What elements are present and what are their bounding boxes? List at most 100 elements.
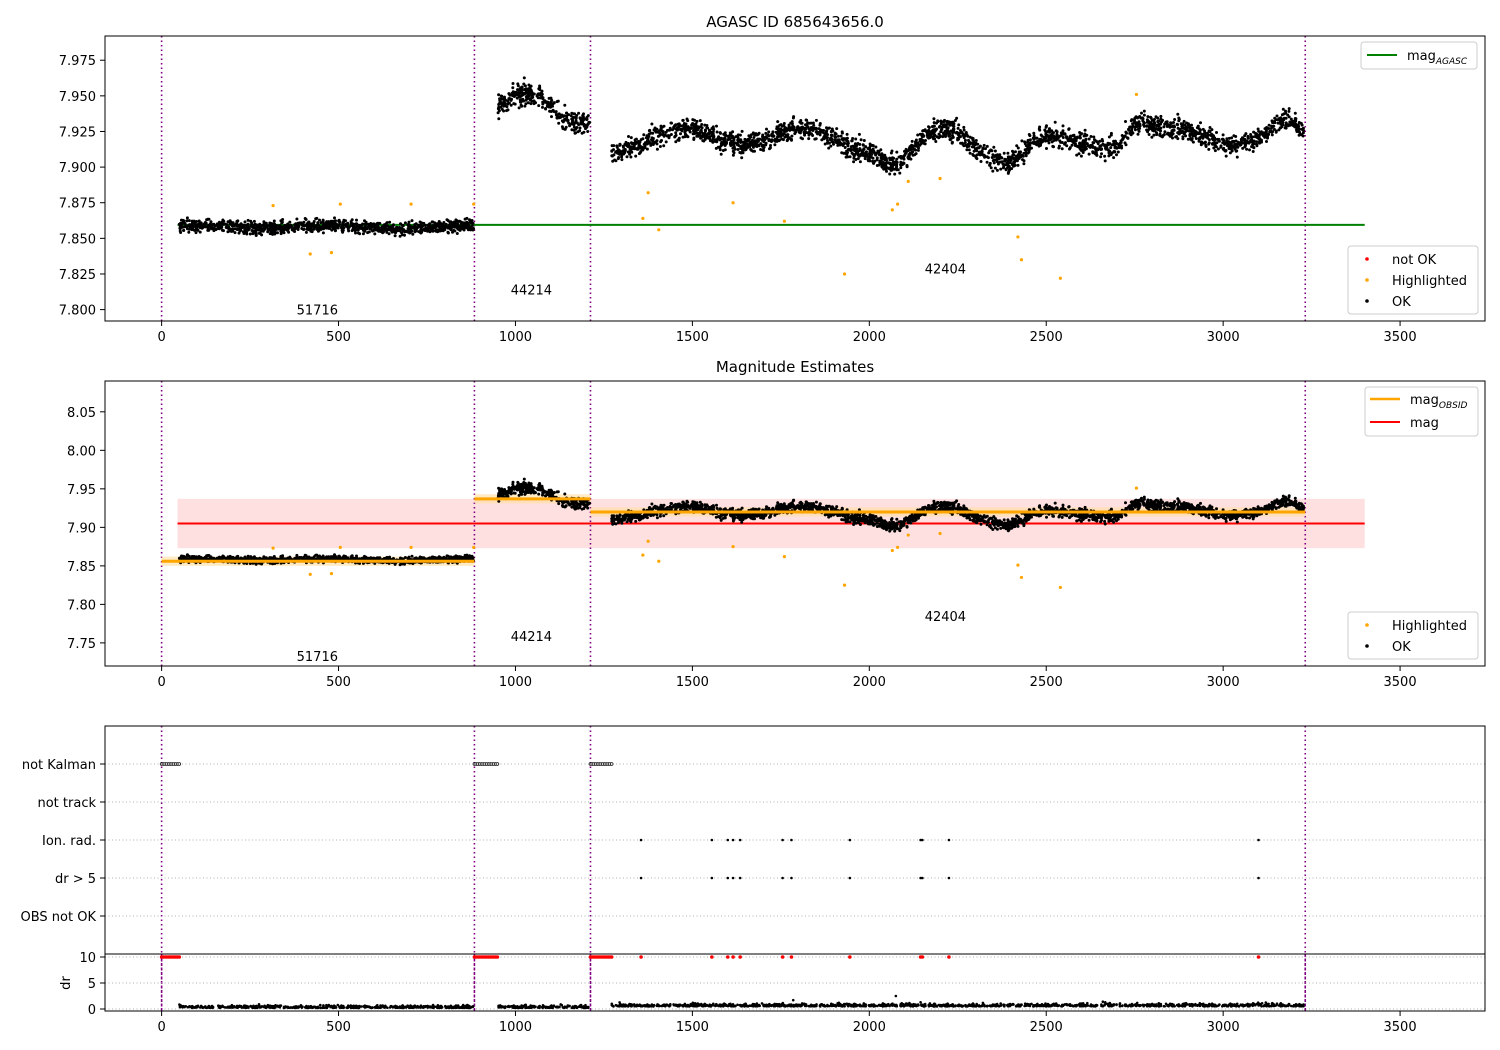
ok-point <box>573 112 577 116</box>
ok-point <box>1163 130 1167 134</box>
ok-point <box>836 134 840 138</box>
ok-point <box>1232 134 1236 138</box>
ok-point <box>527 91 531 95</box>
ok-point <box>1230 149 1234 153</box>
ok-point <box>586 130 590 133</box>
ok-point <box>841 137 845 141</box>
ok-point <box>1063 142 1067 146</box>
ok-point <box>510 97 513 101</box>
ok-point <box>1000 156 1004 160</box>
ok-point <box>1004 167 1008 171</box>
ok-point <box>266 227 270 231</box>
ok-point <box>1276 118 1280 122</box>
ok-point <box>612 144 616 148</box>
ok-point <box>1203 133 1207 137</box>
ok-point <box>934 140 938 143</box>
ok-point <box>731 153 735 157</box>
ok-point <box>449 223 453 227</box>
ok-point <box>755 144 759 148</box>
ok-point <box>786 138 790 142</box>
ok-point <box>656 130 659 134</box>
ok-point <box>465 220 469 224</box>
ok-point <box>457 224 461 228</box>
ok-point <box>1120 134 1124 137</box>
ok-point <box>681 135 685 139</box>
highlighted-point <box>641 216 645 220</box>
ok-point <box>982 143 986 147</box>
ok-point <box>378 556 382 560</box>
agasc-x-axis: 0 500 1000 1500 2000 2500 3000 3500 <box>157 321 1417 345</box>
ok-point <box>673 135 677 139</box>
ok-point <box>250 223 254 227</box>
ok-point <box>423 223 427 227</box>
ok-point <box>1078 131 1082 134</box>
ok-point <box>521 97 525 101</box>
ok-point <box>1191 140 1195 144</box>
ok-point <box>1087 137 1091 141</box>
ok-point <box>585 123 589 127</box>
ok-point <box>400 227 404 230</box>
ok-point <box>639 150 643 154</box>
ok-point <box>979 160 983 163</box>
ok-point <box>1180 124 1184 128</box>
ok-point <box>620 158 624 162</box>
ok-point <box>850 151 854 155</box>
ok-point <box>899 155 903 159</box>
ok-point <box>408 231 412 235</box>
ok-point <box>194 231 198 235</box>
ok-point <box>1252 142 1256 146</box>
ok-point <box>217 226 221 230</box>
ok-point <box>790 138 793 142</box>
ok-point <box>1098 139 1102 143</box>
ok-point <box>1020 139 1024 143</box>
ok-point <box>1278 120 1282 124</box>
ok-point <box>848 155 852 159</box>
ok-point <box>246 218 250 222</box>
ok-point <box>927 126 931 129</box>
ok-point <box>1136 116 1139 120</box>
ok-point <box>496 107 500 111</box>
ok-point <box>833 132 837 136</box>
ok-point <box>1227 144 1231 148</box>
ok-point <box>660 133 664 136</box>
ok-point <box>519 103 523 107</box>
ok-point <box>1293 111 1297 115</box>
ok-point <box>655 142 659 146</box>
ok-point <box>962 128 966 132</box>
ok-point <box>257 225 261 229</box>
ok-point <box>306 224 309 228</box>
ok-point <box>1083 128 1087 132</box>
legend-ok-label: OK <box>1392 295 1411 310</box>
ok-point <box>293 225 297 229</box>
ok-point <box>999 167 1003 171</box>
ok-point <box>378 221 382 225</box>
ok-point <box>352 224 356 228</box>
magnitude-panel-title: Magnitude Estimates <box>716 358 874 376</box>
ok-point <box>526 101 530 105</box>
ok-point <box>746 145 749 149</box>
ok-point <box>518 87 522 91</box>
ok-point <box>803 132 806 136</box>
ok-point <box>526 97 530 100</box>
ok-point <box>907 146 911 150</box>
ok-point <box>233 231 237 235</box>
ok-point <box>715 140 719 144</box>
ok-point <box>463 217 467 221</box>
ok-point <box>338 220 342 224</box>
ok-point <box>1001 166 1005 170</box>
ok-point <box>919 137 923 141</box>
ok-point <box>431 220 435 224</box>
ok-point <box>1272 127 1276 131</box>
ok-point <box>1207 142 1211 146</box>
ok-point <box>702 139 706 143</box>
ok-point <box>207 223 211 227</box>
ok-point <box>939 130 943 134</box>
ok-point <box>858 142 862 146</box>
ok-point <box>611 159 615 163</box>
ok-point <box>531 92 535 95</box>
ok-point <box>1245 139 1249 143</box>
ok-point <box>1156 128 1160 132</box>
ok-point <box>497 117 501 121</box>
ok-point <box>817 127 821 131</box>
ok-point <box>1284 109 1287 113</box>
